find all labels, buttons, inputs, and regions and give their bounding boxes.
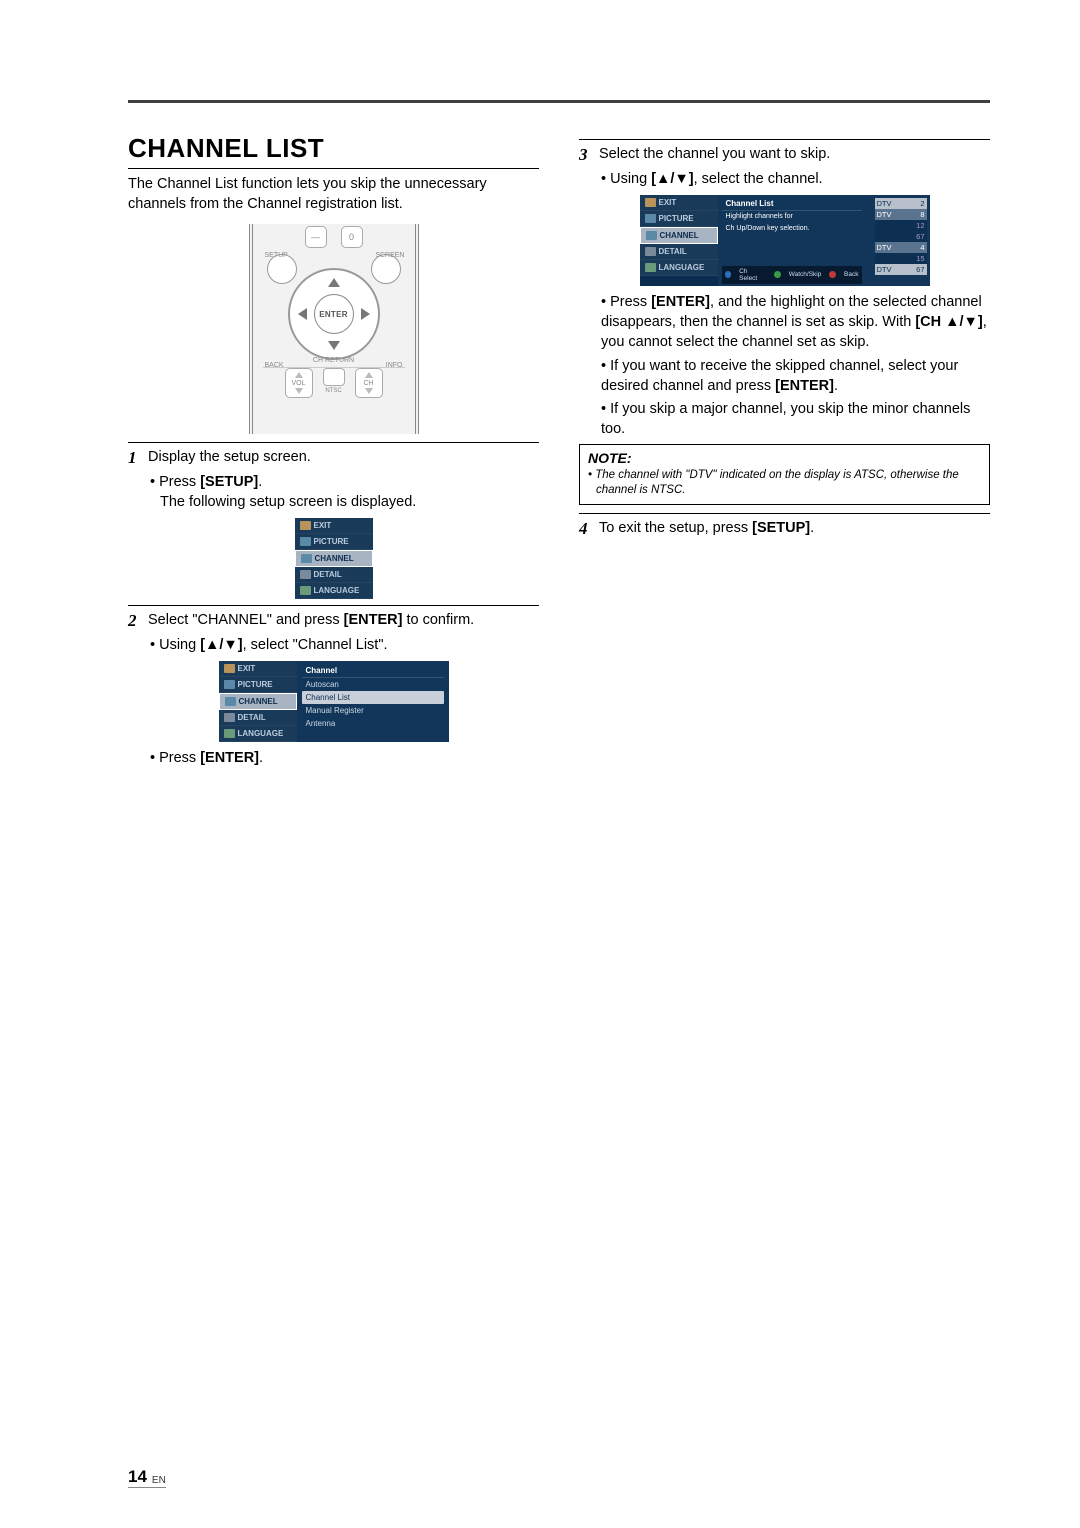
top-rule [128, 100, 990, 103]
channel-icon [646, 231, 657, 240]
picture-icon [300, 537, 311, 546]
note-body: • The channel with "DTV" indicated on th… [588, 468, 981, 498]
remote-ntsc-label: NTSC [325, 388, 341, 394]
channel-icon [301, 554, 312, 563]
exit-icon [300, 521, 311, 530]
osd-chlist-title: Channel List [722, 197, 862, 211]
detail-icon [300, 570, 311, 579]
title-rule [128, 168, 539, 169]
osd-channel-entries: DTV2 DTV8 12 67 DTV4 15 DTV67 [872, 195, 930, 286]
left-column: CHANNEL LIST The Channel List function l… [128, 133, 539, 771]
osd-item-detail: DETAIL [295, 567, 373, 583]
step-3-bullet-3: • If you want to receive the skipped cha… [579, 356, 990, 397]
step-3-number: 3 [579, 145, 593, 165]
osd-channel-title: Channel [302, 664, 444, 678]
picture-icon [224, 680, 235, 689]
osd-item-exit: EXIT [295, 518, 373, 534]
language-icon [645, 263, 656, 272]
intro-text: The Channel List function lets you skip … [128, 175, 539, 214]
language-icon [300, 586, 311, 595]
green-dot-icon [774, 271, 781, 278]
remote-diagram: — 0 SETUP SCREEN ENTER [249, 224, 419, 434]
remote-chreturn-button [323, 368, 345, 386]
remote-up-icon [328, 278, 340, 287]
step-4-rule [579, 513, 990, 514]
page-number: 14 EN [128, 1467, 166, 1488]
step-4-number: 4 [579, 519, 593, 539]
remote-setup-label: SETUP [265, 252, 288, 259]
osd-setup-menu: EXIT PICTURE CHANNEL DETAIL LANGUAGE [295, 518, 373, 599]
step-2-bullet-1: • Using [▲/▼], select "Channel List". [128, 635, 539, 655]
osd-ch-row: 15 [875, 253, 927, 264]
step-3-bullet-2: • Press [ENTER], and the highlight on th… [579, 292, 990, 353]
osd-ch-row: 12 [875, 220, 927, 231]
osd-row-autoscan: Autoscan [302, 678, 444, 691]
detail-icon [224, 713, 235, 722]
osd-ch-row: DTV2 [875, 198, 927, 209]
osd-chlist-hint1: Highlight channels for [722, 211, 862, 223]
remote-zero-button: 0 [341, 226, 363, 248]
remote-ch-rocker: CH [355, 368, 383, 398]
osd-channel-menu: EXIT PICTURE CHANNEL DETAIL LANGUAGE Cha… [219, 661, 449, 742]
remote-dash-button: — [305, 226, 327, 248]
step-1: 1 Display the setup screen. [128, 448, 539, 468]
section-title: CHANNEL LIST [128, 133, 539, 164]
step-4-text: To exit the setup, press [SETUP]. [599, 519, 814, 539]
remote-screen-label: SCREEN [375, 252, 404, 259]
remote-enter-button: ENTER [314, 294, 354, 334]
remote-down-icon [328, 341, 340, 350]
osd-ch-row: DTV8 [875, 209, 927, 220]
picture-icon [645, 214, 656, 223]
red-dot-icon [829, 271, 836, 278]
osd-row-channel-list: Channel List [302, 691, 444, 704]
note-title: NOTE: [588, 450, 981, 466]
step-3-rule [579, 139, 990, 140]
step-2-number: 2 [128, 611, 142, 631]
channel-icon [225, 697, 236, 706]
osd-channel-list: EXIT PICTURE CHANNEL DETAIL LANGUAGE Cha… [640, 195, 930, 286]
exit-icon [645, 198, 656, 207]
osd-chlist-hint2: Ch Up/Down key selection. [722, 223, 862, 235]
detail-icon [645, 247, 656, 256]
osd-item-channel: CHANNEL [295, 550, 373, 567]
osd-ch-row: DTV4 [875, 242, 927, 253]
remote-chreturn-label: CH RETURN [313, 357, 354, 364]
osd-ch-row: 67 [875, 231, 927, 242]
step-3-bullet-1: • Using [▲/▼], select the channel. [579, 169, 990, 189]
step-4: 4 To exit the setup, press [SETUP]. [579, 519, 990, 539]
step-2-text: Select "CHANNEL" and press [ENTER] to co… [148, 611, 474, 631]
step-1-rule [128, 442, 539, 443]
step-3-text: Select the channel you want to skip. [599, 145, 830, 165]
note-box: NOTE: • The channel with "DTV" indicated… [579, 444, 990, 505]
step-3: 3 Select the channel you want to skip. [579, 145, 990, 165]
blue-dot-icon [725, 271, 732, 278]
step-1-bullet-1: • Press [SETUP]. The following setup scr… [128, 472, 539, 513]
remote-right-icon [361, 308, 370, 320]
step-3-bullet-4: • If you skip a major channel, you skip … [579, 399, 990, 440]
osd-row-antenna: Antenna [302, 717, 444, 730]
remote-nav-ring: ENTER [288, 268, 380, 360]
osd-item-language: LANGUAGE [295, 583, 373, 599]
osd-chlist-footer: Ch Select Watch/Skip Back [722, 266, 862, 284]
osd-row-manual-register: Manual Register [302, 704, 444, 717]
osd-item-picture: PICTURE [295, 534, 373, 550]
step-2-bullet-2: • Press [ENTER]. [128, 748, 539, 768]
language-icon [224, 729, 235, 738]
exit-icon [224, 664, 235, 673]
remote-vol-rocker: VOL [285, 368, 313, 398]
step-2-rule [128, 605, 539, 606]
step-2: 2 Select "CHANNEL" and press [ENTER] to … [128, 611, 539, 631]
step-1-number: 1 [128, 448, 142, 468]
osd-ch-row: DTV67 [875, 264, 927, 275]
step-1-text: Display the setup screen. [148, 448, 311, 468]
right-column: 3 Select the channel you want to skip. •… [579, 133, 990, 771]
remote-left-icon [298, 308, 307, 320]
